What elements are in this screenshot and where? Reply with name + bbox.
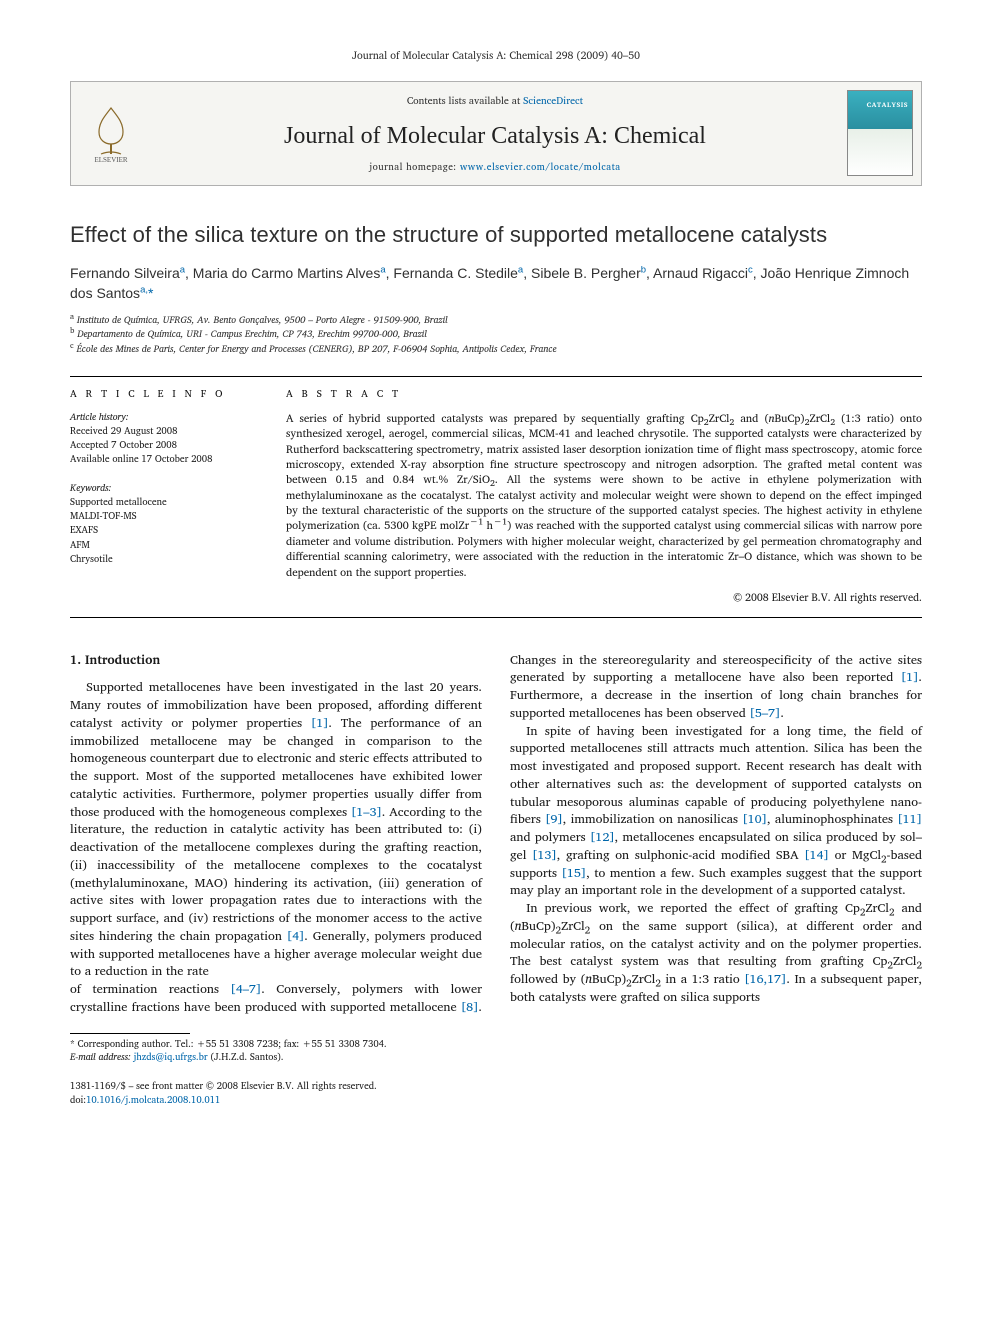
corr-author-line: * Corresponding author. Tel.: +55 51 330… xyxy=(70,1038,922,1051)
body-paragraph: Supported metallocenes have been investi… xyxy=(70,679,482,981)
corresponding-author-footnote: * Corresponding author. Tel.: +55 51 330… xyxy=(70,1038,922,1065)
sciencedirect-link[interactable]: ScienceDirect xyxy=(523,93,583,109)
keywords-label: Keywords: xyxy=(70,482,248,496)
affiliation-c: c École des Mines de Paris, Center for E… xyxy=(70,343,922,358)
elsevier-tree-icon: ELSEVIER xyxy=(85,102,137,164)
keyword: AFM xyxy=(70,539,248,553)
email-who: (J.H.Z.d. Santos). xyxy=(210,1050,283,1065)
email-label: E-mail address: xyxy=(70,1050,131,1065)
journal-masthead: ELSEVIER Contents lists available at Sci… xyxy=(70,81,922,186)
history-label: Article history: xyxy=(70,411,248,425)
footnote-rule xyxy=(70,1033,190,1034)
journal-homepage-line: journal homepage: www.elsevier.com/locat… xyxy=(159,161,831,174)
abstract-text: A series of hybrid supported catalysts w… xyxy=(286,411,922,580)
publisher-logo-label: ELSEVIER xyxy=(94,156,127,164)
affiliations: a Instituto de Química, UFRGS, Av. Bento… xyxy=(70,314,922,358)
contents-prefix: Contents lists available at xyxy=(407,93,523,109)
article-body: 1. Introduction Supported metallocenes h… xyxy=(70,652,922,1017)
journal-name: Journal of Molecular Catalysis A: Chemic… xyxy=(159,120,831,154)
issn-line: 1381-1169/$ – see front matter © 2008 El… xyxy=(70,1080,922,1093)
article-info: A R T I C L E I N F O Article history: R… xyxy=(70,376,256,617)
body-paragraph: In previous work, we reported the effect… xyxy=(510,900,922,1007)
corr-email-line: E-mail address: jhzds@iq.ufrgs.br (J.H.Z… xyxy=(70,1051,922,1064)
article-title: Effect of the silica texture on the stru… xyxy=(70,220,922,251)
contents-available-line: Contents lists available at ScienceDirec… xyxy=(159,94,831,108)
cover-label: CATALYSIS xyxy=(867,101,908,111)
abstract-copyright: © 2008 Elsevier B.V. All rights reserved… xyxy=(286,590,922,605)
publisher-logo-box: ELSEVIER xyxy=(71,82,151,185)
journal-homepage-link[interactable]: www.elsevier.com/locate/molcata xyxy=(460,160,621,175)
journal-cover-icon: CATALYSIS xyxy=(847,90,913,176)
doi-link[interactable]: 10.1016/j.molcata.2008.10.011 xyxy=(86,1093,220,1108)
doi-line: doi:10.1016/j.molcata.2008.10.011 xyxy=(70,1094,922,1107)
abstract-heading: A B S T R A C T xyxy=(286,387,922,401)
section-heading: 1. Introduction xyxy=(70,652,482,670)
doi-label: doi: xyxy=(70,1093,86,1108)
homepage-prefix: journal homepage: xyxy=(369,160,459,175)
keyword: MALDI-TOF-MS xyxy=(70,510,248,524)
keyword: Supported metallocene xyxy=(70,496,248,510)
abstract: A B S T R A C T A series of hybrid suppo… xyxy=(286,377,922,617)
body-paragraph: In spite of having been investigated for… xyxy=(510,723,922,901)
page-footer: 1381-1169/$ – see front matter © 2008 El… xyxy=(70,1080,922,1107)
running-head: Journal of Molecular Catalysis A: Chemic… xyxy=(70,48,922,63)
keyword: Chrysotile xyxy=(70,553,248,567)
author-list: Fernando Silveiraa, Maria do Carmo Marti… xyxy=(70,264,922,303)
masthead-center: Contents lists available at ScienceDirec… xyxy=(151,82,839,185)
history-accepted: Accepted 7 October 2008 xyxy=(70,439,248,453)
corr-email-link[interactable]: jhzds@iq.ufrgs.br xyxy=(134,1050,208,1065)
article-info-heading: A R T I C L E I N F O xyxy=(70,387,248,401)
history-online: Available online 17 October 2008 xyxy=(70,453,248,467)
history-received: Received 29 August 2008 xyxy=(70,425,248,439)
affiliation-b: b Departamento de Química, URI - Campus … xyxy=(70,328,922,343)
cover-thumb-box: CATALYSIS xyxy=(839,82,921,185)
keyword: EXAFS xyxy=(70,524,248,538)
article-info-abstract-block: A R T I C L E I N F O Article history: R… xyxy=(70,376,922,618)
